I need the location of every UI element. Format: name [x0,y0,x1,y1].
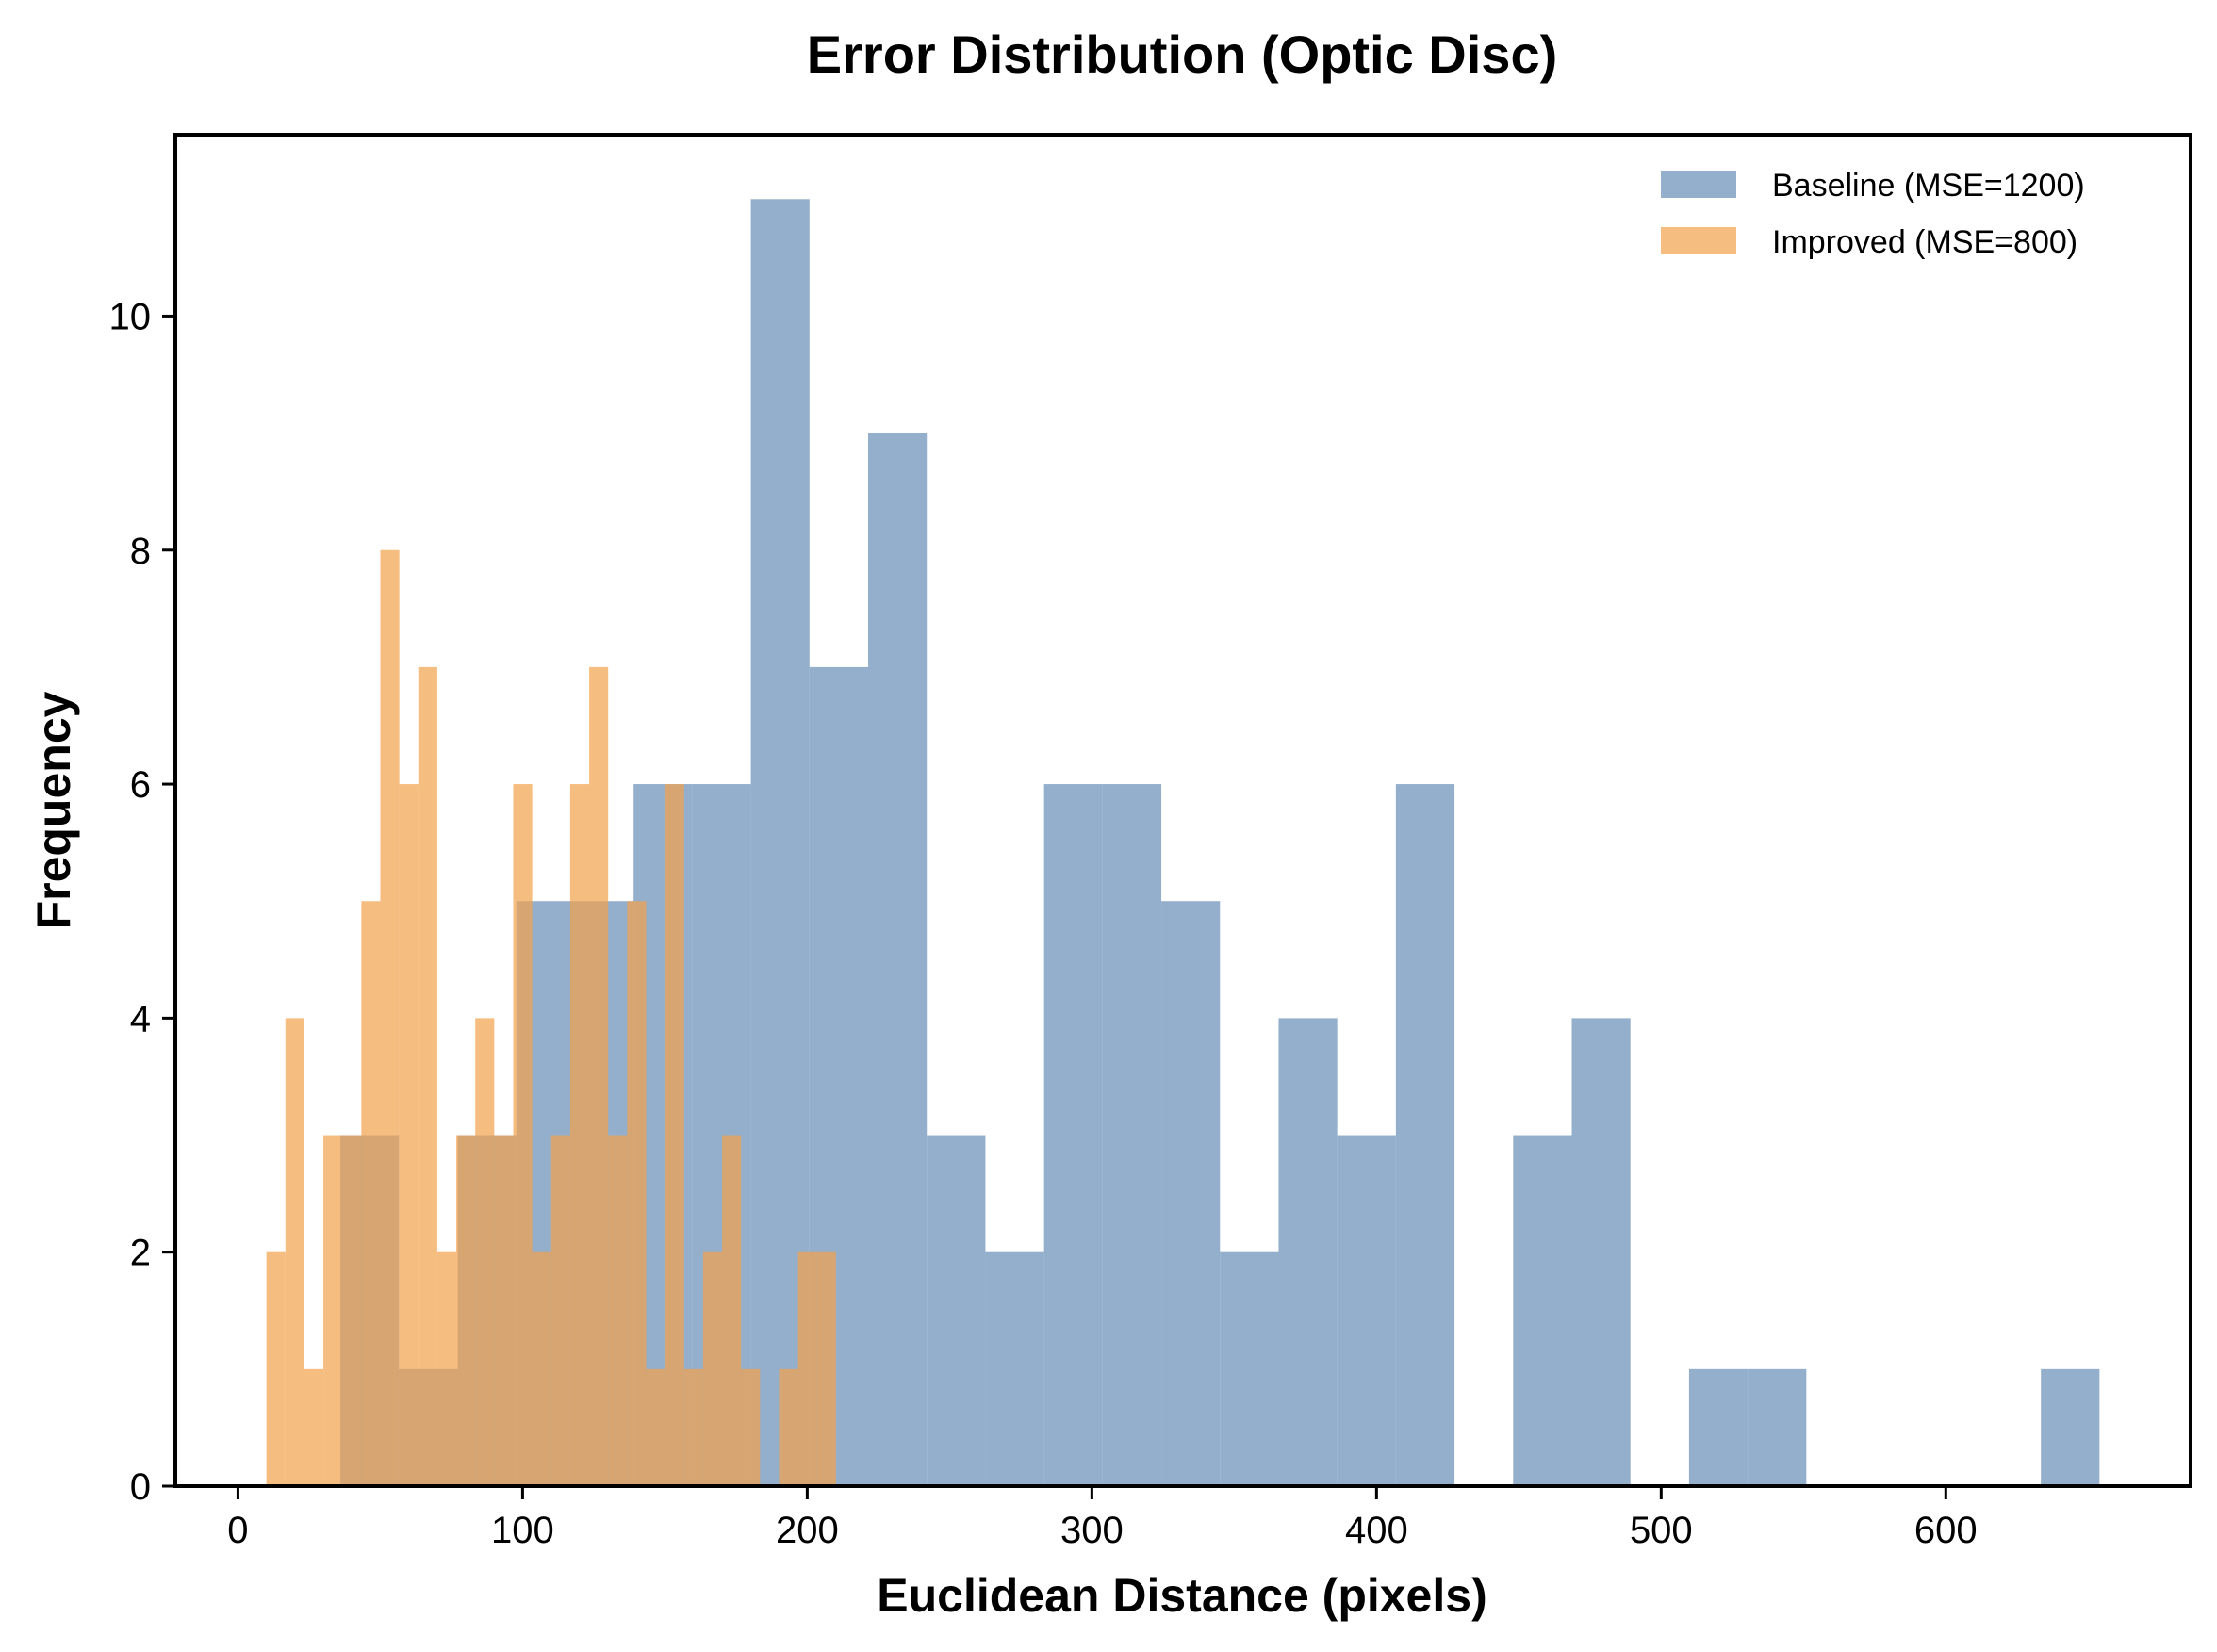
histogram-bar [1395,784,1455,1486]
histogram-bar [1748,1368,1807,1486]
histogram-bar [361,901,381,1486]
chart-title: Error Distribution (Optic Disc) [807,25,1558,84]
y-tick-label: 8 [130,531,151,572]
y-tick-label: 6 [130,764,151,806]
histogram-bar [1571,1018,1631,1486]
histogram-bar [927,1135,986,1486]
series-improved [266,549,836,1486]
histogram-bar [608,1135,628,1486]
histogram-bar [627,901,647,1486]
plot-frame [173,133,2192,1488]
histogram-bar [550,1135,570,1486]
histogram-bar [797,1251,817,1486]
histogram-bar [1043,784,1103,1486]
histogram-bar [304,1368,324,1486]
histogram-bar [816,1251,836,1486]
histogram-bar [1161,901,1221,1486]
y-tick-label: 2 [130,1233,151,1274]
histogram-bar [1513,1135,1572,1486]
histogram-bar [1220,1251,1279,1486]
histogram-bar [722,1135,742,1486]
y-tick-label: 10 [109,296,152,337]
histogram-bar [741,1368,761,1486]
histogram-bar [1102,784,1162,1486]
histogram-bar [2041,1368,2100,1486]
x-axis-ticks: 0 100 200 300 400 500 600 [227,1486,1978,1551]
histogram-bar [589,666,609,1486]
histogram-bar [323,1135,343,1486]
x-tick-label: 600 [1914,1510,1978,1551]
histogram-bar [494,1135,514,1486]
histogram-bar [868,433,928,1486]
x-tick-label: 500 [1630,1510,1693,1551]
histogram-bar [436,1251,457,1486]
x-tick-label: 200 [776,1510,839,1551]
histogram-bar [513,784,533,1486]
x-tick-label: 0 [227,1510,248,1551]
y-axis-label: Frequency [27,691,80,929]
histogram-bar [418,666,437,1486]
histogram-bar [665,784,684,1486]
histogram-bar [1337,1135,1396,1486]
histogram-bar [456,1135,476,1486]
y-tick-label: 0 [130,1466,151,1508]
histogram-bar [702,1251,723,1486]
x-tick-label: 300 [1060,1510,1124,1551]
histogram-bar [1688,1368,1749,1486]
histogram-bar [266,1251,286,1486]
legend-swatch-improved [1661,227,1736,254]
histogram-bar [285,1018,304,1486]
y-tick-label: 4 [130,998,151,1039]
histogram-bar [475,1018,495,1486]
legend: Baseline (MSE=1200) Improved (MSE=800) [1661,168,2085,260]
histogram-bar [646,1368,665,1486]
histogram-bar [342,1135,362,1486]
histogram-bar [380,549,400,1486]
x-axis-label: Euclidean Distance (pixels) [877,1569,1486,1622]
legend-label-baseline: Baseline (MSE=1200) [1772,168,2085,204]
histogram-bar [985,1251,1044,1486]
bars-layer [266,199,2100,1486]
histogram-bar [779,1368,798,1486]
histogram-bar [399,784,419,1486]
x-tick-label: 400 [1345,1510,1408,1551]
histogram-bar [532,1251,551,1486]
y-axis-ticks: 0 2 4 6 8 10 [109,296,175,1508]
histogram-bar [1278,1018,1338,1486]
histogram-bar [569,784,590,1486]
legend-swatch-baseline [1661,171,1736,198]
histogram-bar [683,1368,703,1486]
legend-label-improved: Improved (MSE=800) [1772,224,2077,260]
x-tick-label: 100 [491,1510,554,1551]
